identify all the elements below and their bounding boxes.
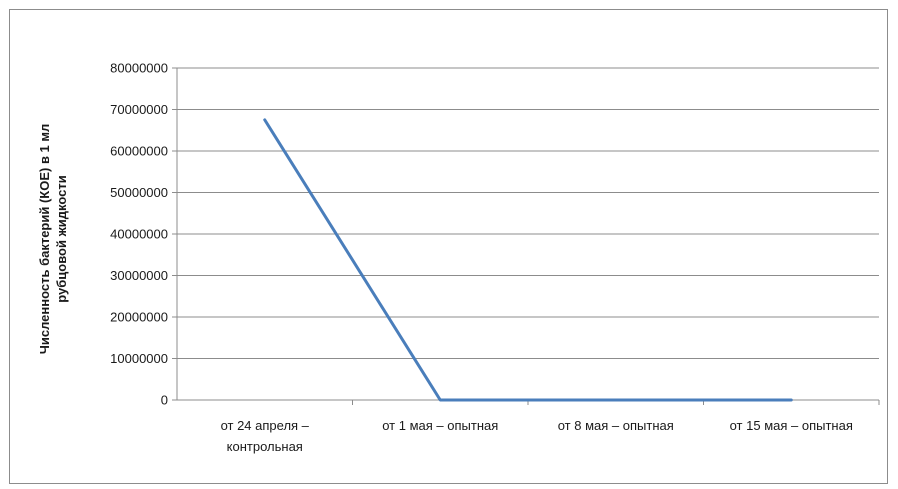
y-axis-title: Численность бактерий (КОЕ) в 1 мл рубцово… bbox=[37, 124, 69, 355]
y-tick-label: 60000000 bbox=[110, 144, 168, 159]
y-tick-label: 80000000 bbox=[110, 61, 168, 76]
series-line bbox=[263, 118, 793, 402]
y-tick-label: 40000000 bbox=[110, 227, 168, 242]
y-tick-label: 20000000 bbox=[110, 310, 168, 325]
axes bbox=[172, 67, 880, 405]
y-axis-title: Численность бактерий (КОЕ) в 1 мл рубцово… bbox=[37, 124, 69, 355]
x-tick-label: от 24 апреля – контрольная bbox=[221, 418, 310, 454]
y-tick-label: 70000000 bbox=[110, 102, 168, 117]
y-tick-label: 30000000 bbox=[110, 268, 168, 283]
y-tick-label: 10000000 bbox=[110, 351, 168, 366]
gridlines bbox=[177, 67, 879, 359]
y-tick-label: 50000000 bbox=[110, 185, 168, 200]
x-tick-labels: от 24 апреля – контрольная от 1 мая – опыт… bbox=[221, 418, 853, 454]
series bbox=[263, 118, 793, 402]
chart-frame bbox=[9, 9, 888, 484]
x-tick-label: от 15 мая – опытная bbox=[730, 418, 853, 433]
y-tick-labels: 0 10000000 20000000 30000000 40000000 5000000… bbox=[110, 61, 168, 408]
x-tick-label: от 1 мая – опытная bbox=[382, 418, 498, 433]
x-tick-label: от 8 мая – опытная bbox=[558, 418, 674, 433]
y-tick-label: 0 bbox=[161, 393, 168, 408]
